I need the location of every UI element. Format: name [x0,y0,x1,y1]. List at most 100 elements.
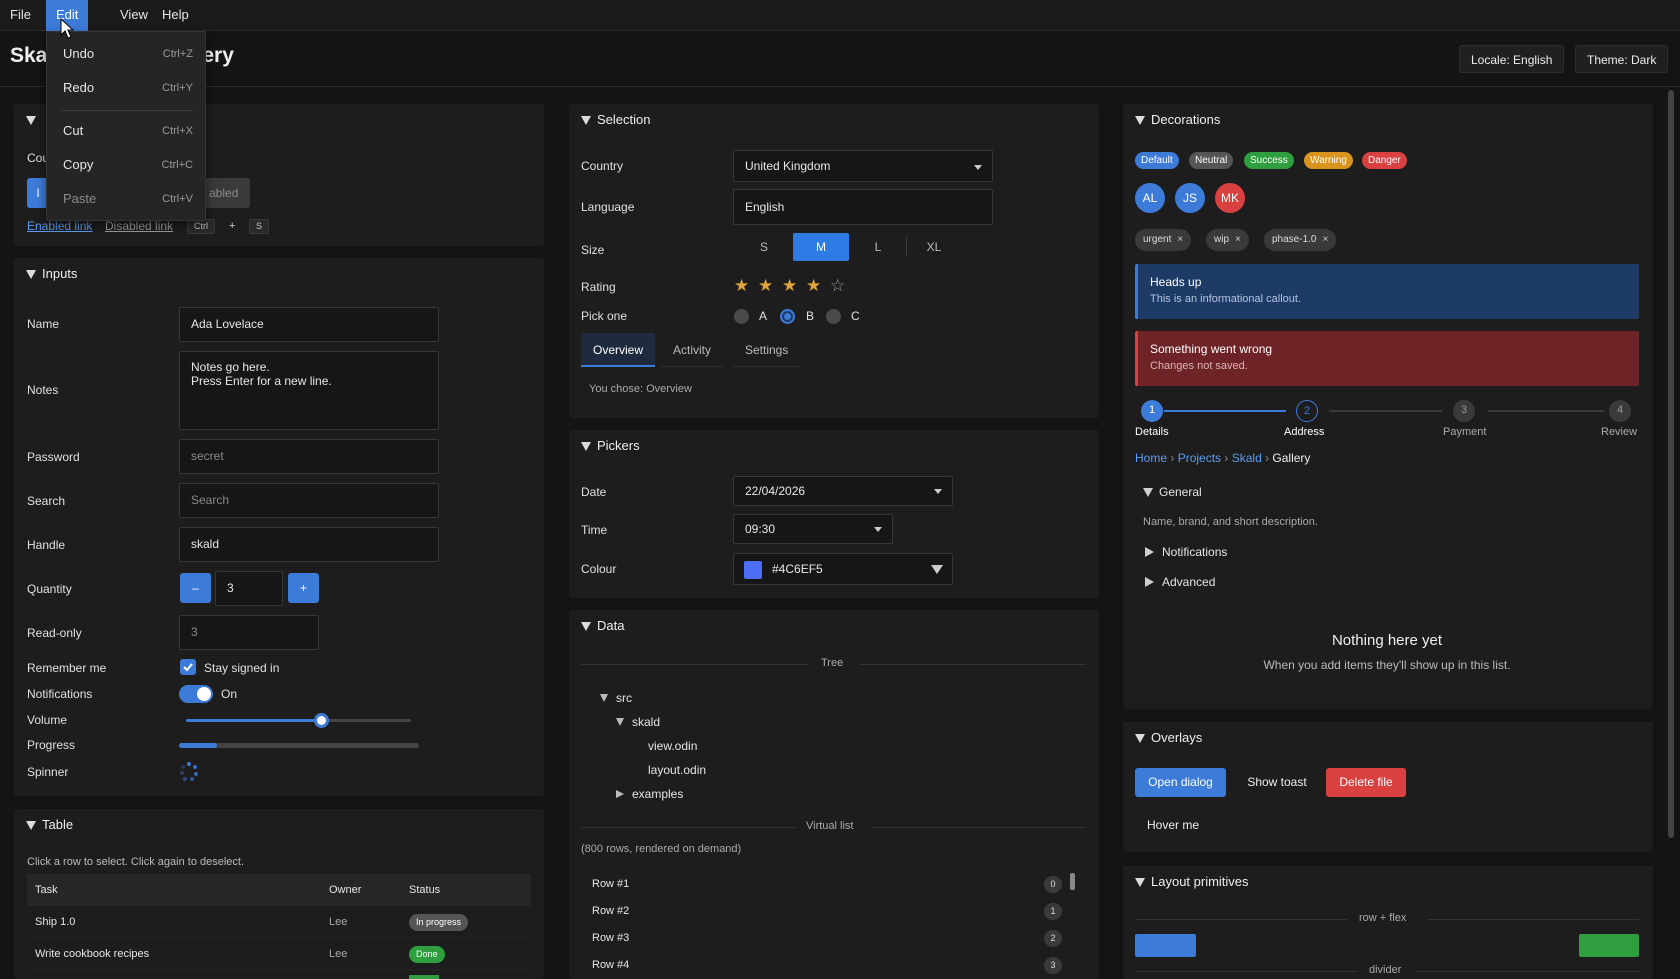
notes-label: Notes [27,383,59,397]
close-icon[interactable]: × [1322,234,1329,245]
data-panel-header[interactable]: Data [581,618,624,633]
radio-a[interactable] [734,309,749,324]
breadcrumb-projects[interactable]: Projects [1177,451,1222,465]
layout-primitives-panel: Layout primitives [1123,866,1653,979]
accordion-general[interactable]: General [1143,485,1202,499]
tree-node-skald[interactable]: skald [616,715,660,729]
accordion-notifications[interactable]: Notifications [1145,545,1227,559]
locale-button[interactable]: Locale: English [1459,45,1565,73]
tab-settings[interactable]: Settings [733,333,801,367]
avatar: AL [1135,183,1165,213]
table-row[interactable]: Ship 1.0 Lee In progress [27,906,531,938]
step-3-circle[interactable]: 3 [1453,400,1475,422]
size-s[interactable]: S [759,240,768,254]
menu-item-redo[interactable]: Redo Ctrl+Y [63,80,193,95]
colour-picker[interactable]: #4C6EF5 [733,553,953,585]
pickers-panel-header[interactable]: Pickers [581,438,640,453]
quantity-decrement-button[interactable]: – [180,573,211,603]
size-l[interactable]: L [874,240,882,254]
show-toast-button[interactable]: Show toast [1247,775,1307,789]
password-input[interactable]: secret [179,439,439,474]
tab-overview[interactable]: Overview [581,333,656,367]
disabled-link[interactable]: Disabled link [105,219,174,233]
tree-divider: Tree [581,657,1086,671]
star-icon[interactable]: ☆ [830,276,846,295]
delete-file-button[interactable]: Delete file [1326,768,1406,797]
country-select[interactable]: United Kingdom [733,150,993,182]
tab-activity[interactable]: Activity [661,333,724,367]
menu-item-undo[interactable]: Undo Ctrl+Z [63,46,193,61]
list-item[interactable]: Row #4 3 [592,953,1062,977]
list-item[interactable]: Row #2 1 [592,899,1062,923]
data-panel: Data [569,610,1099,979]
radio-b[interactable] [780,309,795,324]
collapse-triangle-icon [581,116,591,125]
close-icon[interactable]: × [1177,234,1184,245]
star-icon[interactable]: ★ [734,276,750,295]
accordion-advanced[interactable]: Advanced [1145,575,1215,589]
volume-slider-handle[interactable] [314,713,329,728]
hover-me-target[interactable]: Hover me [1147,818,1200,832]
open-dialog-button[interactable]: Open dialog [1135,768,1226,797]
notifications-text: On [221,687,238,701]
buttons-panel-header[interactable] [26,112,42,127]
tree-node-view[interactable]: view.odin [648,739,698,753]
step-2-circle[interactable]: 2 [1296,400,1318,422]
star-icon[interactable]: ★ [758,276,774,295]
decorations-panel-header[interactable]: Decorations [1135,112,1220,127]
list-item[interactable]: Row #1 0 [592,872,1062,896]
date-picker[interactable]: 22/04/2026 [733,476,953,506]
count-badge: 3 [1044,957,1062,974]
tree-node-examples[interactable]: examples [616,787,683,801]
overlays-panel-header[interactable]: Overlays [1135,730,1202,745]
notifications-toggle[interactable] [179,685,213,703]
disabled-button[interactable]: abled [206,178,250,208]
quantity-increment-button[interactable]: + [288,573,319,603]
volume-slider[interactable] [186,713,411,728]
step-1-circle[interactable]: 1 [1141,400,1163,422]
name-input[interactable]: Ada Lovelace [179,307,439,342]
column-owner[interactable]: Owner [329,884,362,896]
notes-textarea[interactable]: Notes go here. Press Enter for a new lin… [179,351,439,430]
language-input[interactable]: English [733,189,993,225]
page-scrollbar[interactable] [1668,90,1674,838]
selection-panel-header[interactable]: Selection [581,112,650,127]
enabled-link[interactable]: Enabled link [27,219,93,233]
quantity-input[interactable]: 3 [215,571,283,606]
star-icon[interactable]: ★ [782,276,798,295]
menu-item-paste[interactable]: Paste Ctrl+V [63,191,193,206]
close-icon[interactable]: × [1235,234,1241,245]
table-panel-header[interactable]: Table [26,817,73,832]
column-status[interactable]: Status [409,884,441,896]
size-m[interactable]: M [793,233,849,261]
menu-item-copy[interactable]: Copy Ctrl+C [63,157,193,172]
menu-view[interactable]: View [120,7,148,22]
handle-input[interactable]: skald [179,527,439,562]
time-picker[interactable]: 09:30 [733,514,893,544]
size-xl[interactable]: XL [926,240,942,254]
checkmark-icon [183,663,193,672]
remember-checkbox[interactable] [180,659,196,675]
progress-label: Progress [27,738,76,752]
primary-button[interactable]: I [27,178,49,208]
tree-node-src[interactable]: src [600,691,632,705]
tree-node-layout[interactable]: layout.odin [648,763,707,777]
theme-button[interactable]: Theme: Dark [1575,45,1669,73]
table-row[interactable]: Write cookbook recipes Lee Done [27,938,531,970]
step-4-circle[interactable]: 4 [1609,400,1631,422]
virtual-list-scrollbar[interactable] [1070,873,1075,890]
list-item[interactable]: Row #3 2 [592,926,1062,950]
search-input[interactable]: Search [179,483,439,518]
menu-help[interactable]: Help [162,7,189,22]
column-task[interactable]: Task [35,884,58,896]
layout-primitives-panel-header[interactable]: Layout primitives [1135,874,1249,889]
menu-file[interactable]: File [10,7,31,22]
title-divider [0,86,1680,87]
breadcrumb-skald[interactable]: Skald [1231,451,1262,465]
star-icon[interactable]: ★ [806,276,822,295]
breadcrumb-home[interactable]: Home [1135,451,1168,465]
menu-item-cut[interactable]: Cut Ctrl+X [63,123,193,138]
inputs-panel-header[interactable]: Inputs [26,266,77,281]
radio-c[interactable] [826,309,841,324]
step-2-label: Address [1284,426,1325,438]
